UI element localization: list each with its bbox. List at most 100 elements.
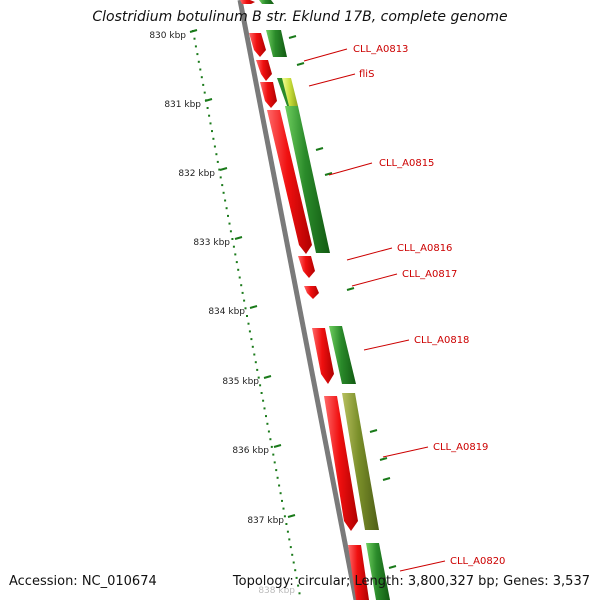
genome-backbone [237,0,359,600]
scale-dot [215,153,218,156]
scale-dot [238,276,241,279]
scale-major-tick [234,236,243,240]
scale-dot [253,353,256,356]
scale-minor-tick [315,147,324,151]
scale-dot [297,584,300,587]
scale-minor-tick [382,477,391,481]
scale-dots [192,30,301,595]
leader-0820 [399,560,446,572]
scale-dot [251,345,254,348]
gene-feature-top[interactable] [259,0,274,4]
cds-feature-flis[interactable] [256,60,272,81]
cds-feature-0813[interactable] [249,33,266,57]
scale-dot [259,384,262,387]
scale-dot [263,407,266,410]
accession-text: Accession: NC_010674 [9,574,157,589]
scale-dot [250,338,253,341]
gene-label-0818[interactable]: CLL_A0818 [414,335,469,346]
scale-dot [243,299,246,302]
gene-label-flis[interactable]: fliS [359,69,374,80]
scale-labels: 830 kbp 831 kbp 832 kbp 833 kbp 834 kbp … [149,31,295,596]
scale-dot [285,523,288,525]
scale-dot [270,445,273,448]
scale-dot [265,415,267,418]
genome-summary-text: Topology: circular; Length: 3,800,327 bp… [232,574,590,589]
cds-feature-0815[interactable] [267,110,312,254]
scale-dot [275,469,278,472]
gene-feature-0818[interactable] [329,326,356,384]
scale-dot [247,322,250,325]
gene-label-0816[interactable]: CLL_A0816 [397,243,452,254]
scale-dot [241,291,244,294]
scale-minor-tick [324,172,333,176]
gene-feature-0819[interactable] [342,393,379,530]
gene-feature-0820[interactable] [366,543,390,600]
cds-feature-0817[interactable] [304,286,319,299]
cds-feature-0820[interactable] [348,545,369,600]
scale-dot [283,515,286,518]
leader-0813 [303,48,348,62]
gene-track-green [259,0,390,600]
gene-label-0817[interactable]: CLL_A0817 [402,269,457,280]
cds-feature-0814b[interactable] [260,82,277,108]
label-leaders [303,48,446,572]
scale-label-836: 836 kbp [232,446,269,456]
cds-track-red [240,0,369,600]
scale-label-837: 837 kbp [247,516,284,526]
scale-dot [244,307,247,310]
scale-dot [298,592,301,595]
scale-dot [221,184,224,187]
cds-feature-0818[interactable] [312,328,334,384]
scale-minor-tick [369,429,378,433]
map-title: Clostridium botulinum B str. Eklund 17B,… [92,9,508,25]
scale-dot [213,145,216,148]
scale-dot [295,576,298,579]
gene-feature-0813[interactable] [266,30,287,57]
scale-dot [278,484,281,487]
leader-0818 [363,339,410,351]
scale-dot [203,91,206,94]
scale-dot [272,453,275,456]
scale-dot [286,530,289,533]
scale-dot [267,430,270,433]
scale-dot [282,507,285,510]
cds-feature-0816[interactable] [298,256,315,278]
scale-minor-tick [388,565,397,569]
scale-dot [209,122,212,125]
scale-dot [218,168,221,171]
gene-labels: CLL_A0813 fliS CLL_A0815 CLL_A0816 CLL_A… [353,44,505,567]
cds-feature-0819[interactable] [324,396,358,531]
scale-minor-tick [346,287,355,291]
gene-label-0815[interactable]: CLL_A0815 [379,158,434,169]
gene-label-0813[interactable]: CLL_A0813 [353,44,408,55]
leader-0815 [328,162,373,176]
scale-dot [279,492,282,495]
scale-label-830: 830 kbp [149,31,186,41]
scale-dot [289,546,292,549]
gene-label-0820[interactable]: CLL_A0820 [450,556,505,567]
gene-label-0819[interactable]: CLL_A0819 [433,442,488,453]
scale-dot [211,130,213,133]
leader-0816 [346,247,393,261]
scale-dot [266,422,269,425]
scale-dot [269,438,272,441]
scale-major-tick [287,514,296,518]
cds-feature-top[interactable] [240,0,255,4]
scale-dot [222,191,225,194]
scale-dot [281,499,283,502]
scale-dot [212,137,215,140]
gene-feature-0815[interactable] [285,106,330,253]
scale-dot [262,399,265,402]
scale-dot [199,68,202,71]
scale-dot [231,238,234,240]
scale-dot [193,37,196,40]
scale-dot [234,253,237,256]
scale-dot [288,538,291,541]
scale-major-tick [189,29,198,33]
scale-dot [291,553,294,556]
gene-feature-flis[interactable] [282,78,298,106]
scale-dot [202,83,205,86]
scale-dot [254,361,257,364]
scale-minor-tick [379,457,388,461]
scale-dot [224,199,227,202]
